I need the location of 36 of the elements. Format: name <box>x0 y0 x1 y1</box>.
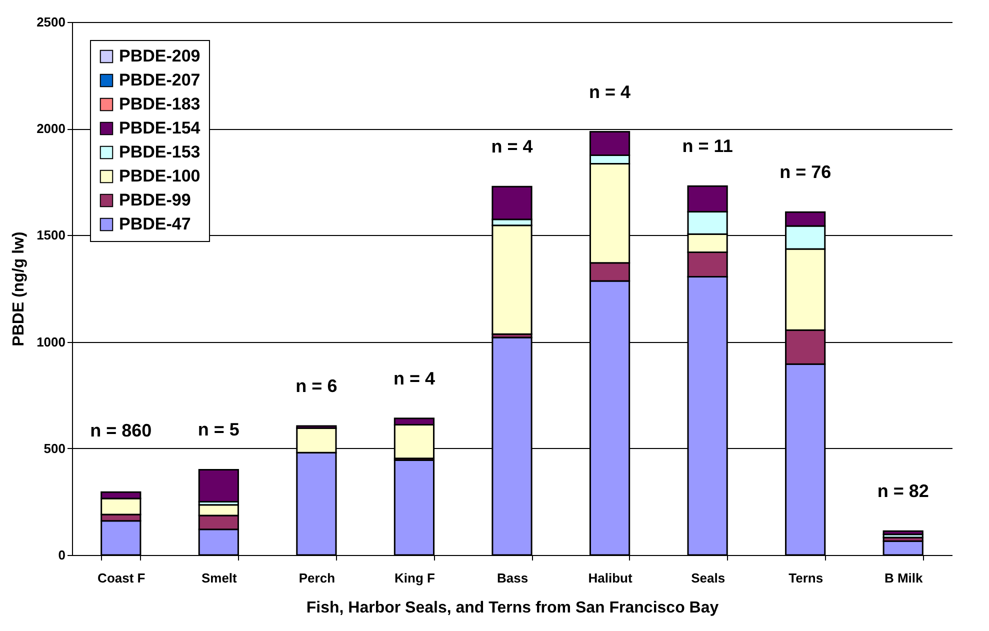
annotation: n = 82 <box>877 481 929 502</box>
annotation: n = 4 <box>589 82 631 102</box>
y-tick-label: 1500 <box>36 228 66 243</box>
x-tick-label: B Milk <box>884 570 924 586</box>
bar <box>198 468 239 502</box>
legend-label: PBDE-209 <box>119 46 200 66</box>
legend-label: PBDE-183 <box>119 94 200 114</box>
y-tick-label: 0 <box>58 548 66 562</box>
x-tick-label: Bass <box>496 570 528 586</box>
x-tick-label: Coast F <box>98 570 146 586</box>
x-tick-label: King F <box>394 570 435 586</box>
legend-label: PBDE-153 <box>119 142 200 162</box>
y-tick-label: 500 <box>44 440 66 456</box>
annotation: n = 4 <box>393 368 435 388</box>
annotation: n = 5 <box>198 420 240 440</box>
y-axis-title: PBDE (ng/g lw) <box>10 232 28 346</box>
bar <box>882 530 924 536</box>
legend-label: PBDE-100 <box>119 166 200 186</box>
x-tick-label: Terns <box>788 570 824 586</box>
legend-label: PBDE-47 <box>119 214 191 234</box>
annotation: n = 11 <box>682 136 733 156</box>
annotation: n = 76 <box>780 162 832 182</box>
legend-label: PBDE-154 <box>119 118 201 138</box>
x-tick-label: Halibut <box>588 570 633 586</box>
x-tick-label: Seals <box>691 570 726 586</box>
annotation: n = 860 <box>90 420 152 440</box>
legend-label: PBDE-99 <box>119 190 191 210</box>
x-axis-title: Fish, Harbor Seals, and Terns from San Francisco Bay <box>306 600 719 616</box>
y-tick-label: 2500 <box>36 14 66 30</box>
x-tick-label: Perch <box>298 570 336 586</box>
annotation: n = 6 <box>296 376 338 396</box>
legend-label: PBDE-207 <box>119 70 200 90</box>
y-tick-label: 2000 <box>36 121 66 136</box>
y-tick-label: 1000 <box>36 334 66 350</box>
annotation: n = 4 <box>491 136 533 157</box>
x-tick-label: Smelt <box>201 570 238 586</box>
